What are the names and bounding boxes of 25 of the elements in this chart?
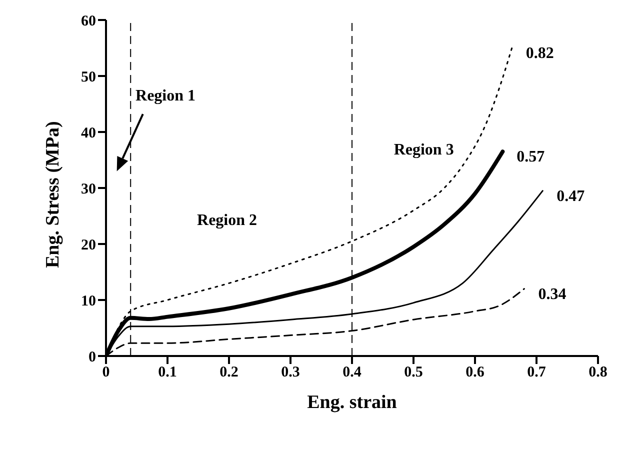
y-tick-label: 60 <box>81 13 96 30</box>
series-label: 0.82 <box>526 45 554 62</box>
annotation: Region 1 <box>136 88 196 105</box>
y-axis-title: Eng. Stress (MPa) <box>42 121 64 268</box>
series-label: 0.57 <box>516 148 545 166</box>
x-tick-label: 0.1 <box>158 364 177 381</box>
annotation: Region 3 <box>394 141 454 158</box>
y-tick-label: 0 <box>88 349 96 366</box>
x-tick-label: 0.3 <box>281 364 300 381</box>
series-label: 0.47 <box>556 188 585 205</box>
x-tick-label: 0 <box>102 364 110 381</box>
series-label: 0.34 <box>538 286 566 303</box>
y-tick-label: 50 <box>81 69 96 86</box>
x-tick-label: 0.2 <box>220 364 238 381</box>
x-tick-label: 0.5 <box>404 364 423 381</box>
y-tick-label: 40 <box>81 125 96 142</box>
y-tick-label: 20 <box>81 237 96 254</box>
y-tick-label: 30 <box>81 181 96 198</box>
x-tick-label: 0.4 <box>342 364 362 381</box>
annotation: Region 2 <box>197 212 258 229</box>
x-tick-label: 0.6 <box>466 364 485 381</box>
x-axis-title: Eng. strain <box>307 392 398 413</box>
y-tick-label: 10 <box>81 293 96 310</box>
x-tick-label: 0.8 <box>588 364 608 381</box>
x-tick-label: 0.7 <box>527 364 546 381</box>
